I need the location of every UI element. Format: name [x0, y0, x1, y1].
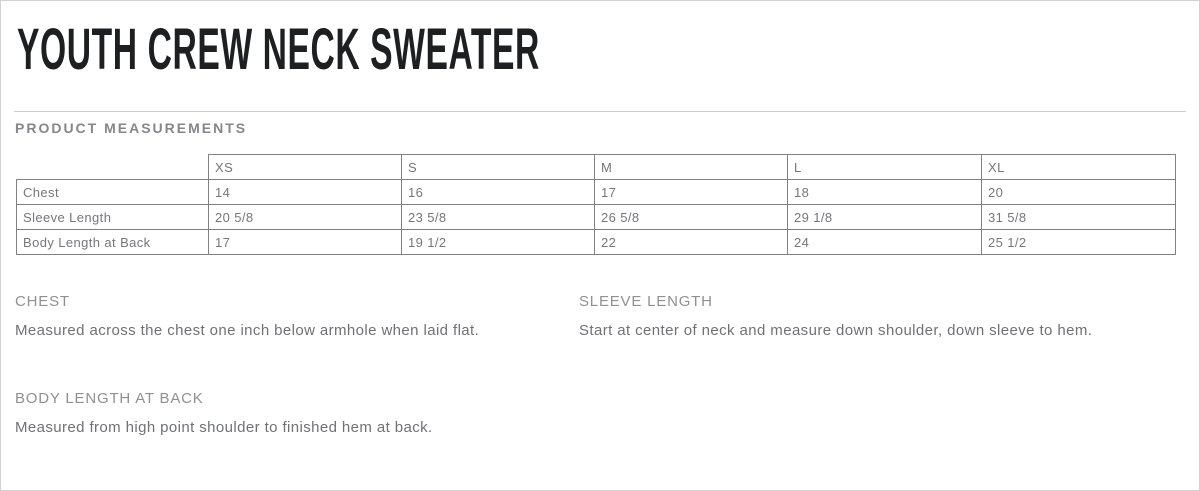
table-cell: 20: [981, 179, 1176, 205]
table-cell: 31 5/8: [981, 204, 1176, 230]
table-row-body-length: Body Length at Back 17 19 1/2 22 24 25 1…: [16, 229, 1176, 255]
table-row-sleeve-length: Sleeve Length 20 5/8 23 5/8 26 5/8 29 1/…: [16, 204, 1176, 230]
definition-description: Measured from high point shoulder to fin…: [15, 419, 433, 436]
table-cell: 24: [787, 229, 982, 255]
row-label: Sleeve Length: [16, 204, 209, 230]
definition-body-length-at-back: BODY LENGTH AT BACK Measured from high p…: [15, 390, 1186, 442]
table-cell: 16: [401, 179, 595, 205]
size-header-s: S: [401, 154, 595, 180]
section-divider: [14, 111, 1186, 112]
table-cell: 22: [594, 229, 788, 255]
size-header-xs: XS: [208, 154, 402, 180]
row-label: Body Length at Back: [16, 229, 209, 255]
table-cell: 17: [594, 179, 788, 205]
row-label: Chest: [16, 179, 209, 205]
definition-chest: CHEST Measured across the chest one inch…: [15, 293, 579, 345]
definition-term: CHEST: [15, 293, 70, 310]
product-measurements-label: PRODUCT MEASUREMENTS: [15, 120, 248, 136]
page-title: YOUTH CREW NECK SWEATER: [17, 21, 1186, 79]
table-cell: 19 1/2: [401, 229, 595, 255]
size-header-xl: XL: [981, 154, 1176, 180]
definition-description: Measured across the chest one inch below…: [15, 322, 480, 339]
table-row-chest: Chest 14 16 17 18 20: [16, 179, 1176, 205]
size-header-l: L: [787, 154, 982, 180]
definition-term: BODY LENGTH AT BACK: [15, 390, 204, 407]
definition-term: SLEEVE LENGTH: [579, 293, 713, 310]
table-cell: 29 1/8: [787, 204, 982, 230]
table-cell: 23 5/8: [401, 204, 595, 230]
table-cell: 18: [787, 179, 982, 205]
table-header-row: XS S M L XL: [17, 154, 1176, 180]
definitions-row: CHEST Measured across the chest one inch…: [15, 293, 1186, 345]
definition-description: Start at center of neck and measure down…: [579, 322, 1093, 339]
table-cell: 25 1/2: [981, 229, 1176, 255]
table-cell: 17: [208, 229, 402, 255]
page-title-text: YOUTH CREW NECK SWEATER: [17, 17, 540, 82]
measurements-table: XS S M L XL Chest 14 16 17 18 20 Sleeve …: [16, 154, 1176, 255]
table-cell: 14: [208, 179, 402, 205]
table-corner-cell: [17, 155, 209, 180]
table-cell: 26 5/8: [594, 204, 788, 230]
size-header-m: M: [594, 154, 788, 180]
table-cell: 20 5/8: [208, 204, 402, 230]
definition-sleeve-length: SLEEVE LENGTH Start at center of neck an…: [579, 293, 1186, 345]
